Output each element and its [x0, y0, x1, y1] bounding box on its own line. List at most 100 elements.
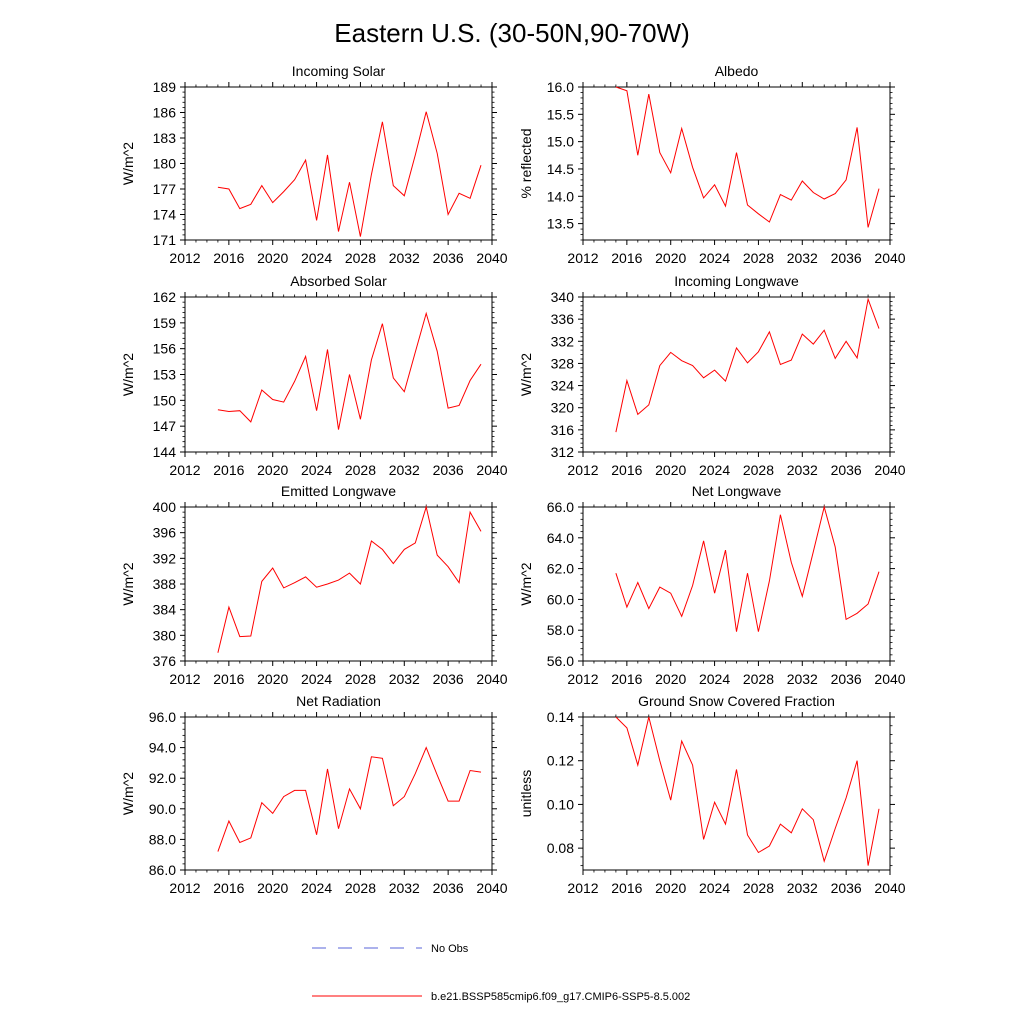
data-point	[758, 631, 759, 632]
x-tick-label: 2024	[301, 250, 332, 266]
data-point	[835, 193, 836, 194]
data-point	[415, 352, 416, 353]
data-point	[714, 369, 715, 370]
x-tick-label: 2040	[476, 250, 507, 266]
data-point	[769, 580, 770, 581]
plot-frame	[184, 86, 493, 241]
data-point	[480, 165, 481, 166]
y-tick-label: 171	[153, 232, 177, 248]
data-point	[846, 179, 847, 180]
data-point	[692, 585, 693, 586]
data-point	[437, 351, 438, 352]
series-line	[615, 297, 880, 433]
y-tick-label: 62.0	[547, 561, 574, 577]
data-point	[480, 771, 481, 772]
legend: No Obs b.e21.BSSP585cmip6.f09_g17.CMIP6-…	[312, 943, 690, 1003]
data-point	[747, 204, 748, 205]
data-point	[239, 410, 240, 411]
panel-title: Net Longwave	[692, 483, 782, 499]
y-tick-label: 396	[153, 525, 177, 541]
y-tick-label: 0.14	[547, 709, 574, 725]
x-tick-label: 2032	[787, 671, 818, 687]
panel-albedo: 2012 2016 2020 2024 2028 2032 2036 2040 13.5 14.0…	[518, 63, 906, 266]
data-point	[404, 391, 405, 392]
data-point	[393, 185, 394, 186]
data-point	[626, 380, 627, 381]
data-point	[736, 631, 737, 632]
data-point	[637, 414, 638, 415]
plot-frame	[184, 716, 493, 871]
data-point	[426, 313, 427, 314]
data-point	[659, 586, 660, 587]
data-point	[327, 583, 328, 584]
data-point	[305, 160, 306, 161]
x-tick-label: 2016	[213, 671, 244, 687]
data-point	[681, 740, 682, 741]
data-point	[217, 652, 218, 653]
y-tick-label: 13.5	[547, 216, 574, 232]
data-point	[349, 572, 350, 573]
y-tick-label: 14.5	[547, 161, 574, 177]
x-tick-label: 2032	[389, 462, 420, 478]
data-point	[615, 716, 616, 717]
data-point	[228, 820, 229, 821]
y-tick-label: 64.0	[547, 530, 574, 546]
data-point	[857, 357, 858, 358]
data-point	[459, 405, 460, 406]
data-point	[659, 152, 660, 153]
x-tick-label: 2016	[213, 250, 244, 266]
panel-absorbed-solar: 2012 2016 2020 2024 2028 2032 2036 2040 144 147 15…	[120, 273, 508, 478]
x-tick-label: 2016	[611, 880, 642, 896]
data-point	[857, 127, 858, 128]
data-point	[261, 389, 262, 390]
data-point	[637, 582, 638, 583]
data-point	[648, 94, 649, 95]
data-point	[615, 573, 616, 574]
data-point	[857, 613, 858, 614]
y-tick-label: 388	[153, 576, 177, 592]
data-point	[382, 121, 383, 122]
x-tick-label: 2040	[874, 880, 905, 896]
y-tick-label: 400	[153, 499, 177, 515]
data-point	[681, 128, 682, 129]
y-tick-label: 159	[153, 315, 177, 331]
x-tick-label: 2040	[476, 880, 507, 896]
data-point	[867, 865, 868, 866]
data-point	[338, 828, 339, 829]
data-point	[714, 593, 715, 594]
x-tick-label: 2036	[433, 462, 464, 478]
x-tick-label: 2012	[567, 880, 598, 896]
y-tick-label: 0.08	[547, 840, 574, 856]
data-point	[316, 220, 317, 221]
data-point	[294, 790, 295, 791]
data-point	[813, 819, 814, 820]
x-tick-label: 2020	[655, 880, 686, 896]
data-point	[813, 551, 814, 552]
data-point	[747, 362, 748, 363]
series-line	[615, 716, 880, 866]
x-tick-label: 2016	[611, 462, 642, 478]
data-point	[437, 775, 438, 776]
y-axis-label: % reflected	[518, 128, 534, 198]
data-point	[791, 562, 792, 563]
x-tick-label: 2024	[699, 250, 730, 266]
data-point	[824, 330, 825, 331]
x-tick-label: 2020	[257, 462, 288, 478]
x-tick-label: 2036	[831, 880, 862, 896]
figure-title: Eastern U.S. (30-50N,90-70W)	[334, 18, 689, 48]
panel-title: Albedo	[715, 63, 759, 79]
y-tick-label: 92.0	[149, 770, 176, 786]
y-axis-label: W/m^2	[518, 353, 534, 396]
data-point	[703, 377, 704, 378]
x-tick-label: 2040	[874, 671, 905, 687]
x-tick-label: 2032	[787, 462, 818, 478]
data-point	[857, 760, 858, 761]
data-point	[250, 635, 251, 636]
data-point	[670, 799, 671, 800]
data-point	[415, 154, 416, 155]
x-tick-label: 2020	[257, 671, 288, 687]
y-tick-label: 60.0	[547, 591, 574, 607]
data-point	[878, 808, 879, 809]
data-point	[338, 580, 339, 581]
plot-frame	[582, 716, 891, 871]
